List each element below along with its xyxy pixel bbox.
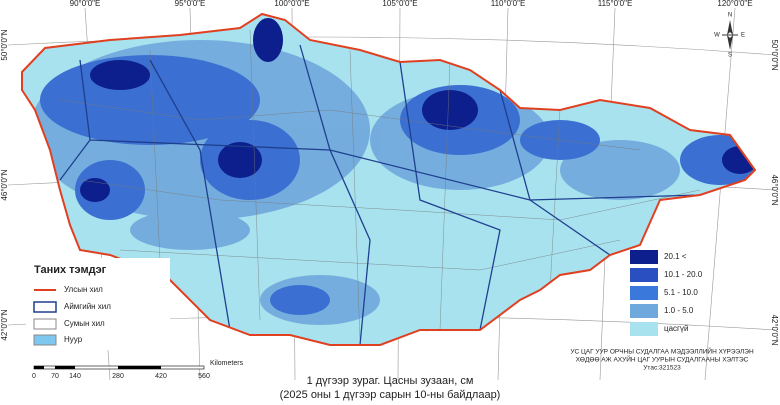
- credit: ХӨДӨӨ АЖ АХУЙН ЦАГ УУРЫН СУДАЛГААНЫ ХЭЛТ…: [576, 355, 749, 364]
- top-labels: 90°0'0"E 95°0'0"E 100°0'0"E 105°0'0"E 11…: [70, 0, 753, 8]
- credit: Утас:321523: [643, 365, 681, 372]
- scale-label: 70: [51, 373, 59, 380]
- latitude-label: 42°0'0"N: [0, 309, 9, 340]
- snow-legend-item: 20.1 <: [664, 252, 687, 261]
- longitude-label: 90°0'0"E: [70, 0, 101, 8]
- compass: N S E W: [714, 13, 745, 59]
- longitude-label: 100°0'0"E: [274, 0, 309, 8]
- snow-legend-item: 5.1 - 10.0: [664, 288, 698, 297]
- scale-label: 140: [69, 373, 81, 380]
- legend: Таних тэмдэг Улсын хил Аймгийн хил Сумын…: [26, 258, 170, 350]
- legend-title: Таних тэмдэг: [34, 264, 107, 276]
- latitude-label: 50°0'0"N: [770, 39, 779, 70]
- longitude-label: 115°0'0"E: [598, 0, 633, 8]
- snow-legend-item: цасгүй: [664, 324, 688, 333]
- longitude-label: 120°0'0"E: [717, 0, 752, 8]
- credit: УС ЦАГ УУР ОРЧНЫ СУДАЛГАА МЭДЭЭЛЛИЙН ХҮР…: [570, 347, 754, 356]
- compass-n: N: [728, 13, 732, 19]
- snow-legend-item: 1.0 - 5.0: [664, 306, 694, 315]
- legend-item: Сумын хил: [64, 319, 105, 328]
- scale-label: 280: [112, 373, 124, 380]
- latitude-label: 46°0'0"N: [0, 169, 9, 200]
- scale-bar: Kilometers 0 70 140 280 420 560: [32, 360, 244, 380]
- longitude-label: 105°0'0"E: [382, 0, 417, 8]
- compass-w: W: [714, 33, 720, 39]
- legend-item: Улсын хил: [64, 285, 103, 294]
- latitude-label: 50°0'0"N: [0, 29, 9, 60]
- latitude-label: 46°0'0"N: [770, 174, 779, 205]
- snow-legend: 20.1 < 10.1 - 20.0 5.1 - 10.0 1.0 - 5.0 …: [630, 250, 703, 336]
- legend-item: Аймгийн хил: [64, 302, 111, 311]
- legend-item: Нуур: [64, 335, 83, 344]
- longitude-label: 110°0'0"E: [491, 0, 526, 8]
- compass-s: S: [728, 53, 732, 59]
- scale-unit: Kilometers: [210, 360, 244, 367]
- scale-label: 0: [32, 373, 36, 380]
- snow-legend-item: 10.1 - 20.0: [664, 270, 703, 279]
- caption: (2025 оны 1 дүгээр сарын 10-ны байдлаар): [280, 389, 501, 401]
- caption: 1 дүгээр зураг. Цасны зузаан, см: [307, 375, 474, 387]
- scale-label: 560: [198, 373, 210, 380]
- scale-label: 420: [155, 373, 167, 380]
- latitude-label: 42°0'0"N: [770, 314, 779, 345]
- longitude-label: 95°0'0"E: [175, 0, 206, 8]
- compass-e: E: [741, 33, 745, 39]
